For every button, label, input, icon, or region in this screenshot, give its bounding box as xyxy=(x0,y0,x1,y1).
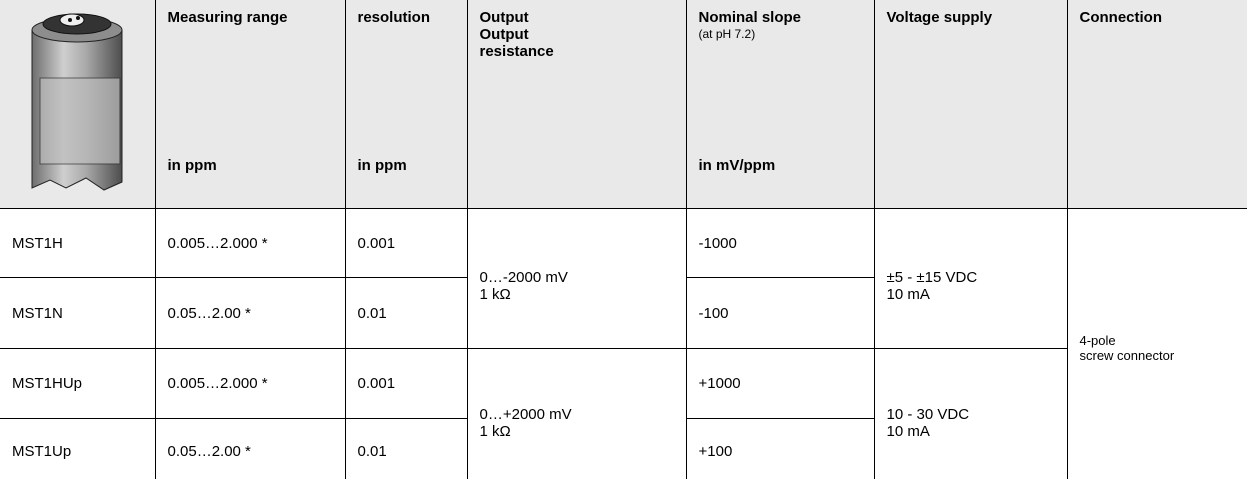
header-cell: Voltage supply xyxy=(874,0,1067,209)
cell: 0.05…2.00 * xyxy=(155,278,345,349)
cell: 0.005…2.000 * xyxy=(155,209,345,278)
header-unit: in ppm xyxy=(358,157,407,174)
spec-table: Measuring range in ppm resolution in ppm O… xyxy=(0,0,1247,479)
cell: 0.05…2.00 * xyxy=(155,419,345,479)
text: 0…+2000 mV xyxy=(480,406,686,423)
text: 1 kΩ xyxy=(480,286,686,303)
cell: 0.001 xyxy=(345,209,467,278)
header-row: Measuring range in ppm resolution in ppm O… xyxy=(0,0,1247,209)
header-cell: Connection xyxy=(1067,0,1247,209)
header-cell: Nominal slope(at pH 7.2) in mV/ppm xyxy=(686,0,874,209)
text: 0…-2000 mV xyxy=(480,269,686,286)
header-title: Output resistance xyxy=(480,26,590,60)
header-note: (at pH 7.2) xyxy=(699,26,874,42)
text: 10 - 30 VDC xyxy=(887,406,1067,423)
header-title: Voltage supply xyxy=(887,0,1067,26)
cell: MST1HUp xyxy=(0,349,155,419)
text: 4-pole xyxy=(1080,333,1247,348)
cell: 0.001 xyxy=(345,349,467,419)
cell: 0.005…2.000 * xyxy=(155,349,345,419)
header-unit: in ppm xyxy=(168,157,217,174)
header-title: resolution xyxy=(358,0,467,26)
text: ±5 - ±15 VDC xyxy=(887,269,1067,286)
text: 1 kΩ xyxy=(480,423,686,440)
header-unit: in mV/ppm xyxy=(699,157,776,174)
cell: MST1N xyxy=(0,278,155,349)
text: 10 mA xyxy=(887,423,1067,440)
header-title: Measuring range xyxy=(168,0,345,26)
cell: -100 xyxy=(686,278,874,349)
page: Measuring range in ppm resolution in ppm O… xyxy=(0,0,1247,479)
image-cell xyxy=(0,0,155,209)
cell: -1000 xyxy=(686,209,874,278)
header-cell: Measuring range in ppm xyxy=(155,0,345,209)
text: screw connector xyxy=(1080,348,1247,363)
header-title: Nominal slope xyxy=(699,0,874,26)
cell: MST1Up xyxy=(0,419,155,479)
cell: +100 xyxy=(686,419,874,479)
cell: 0.01 xyxy=(345,419,467,479)
cell: +1000 xyxy=(686,349,874,419)
header-cell: resolution in ppm xyxy=(345,0,467,209)
header-title: Output xyxy=(480,9,686,26)
cell: 0.01 xyxy=(345,278,467,349)
cell: MST1H xyxy=(0,209,155,278)
header-title: Connection xyxy=(1080,0,1247,26)
sensor-image xyxy=(0,0,155,204)
text: 10 mA xyxy=(887,286,1067,303)
